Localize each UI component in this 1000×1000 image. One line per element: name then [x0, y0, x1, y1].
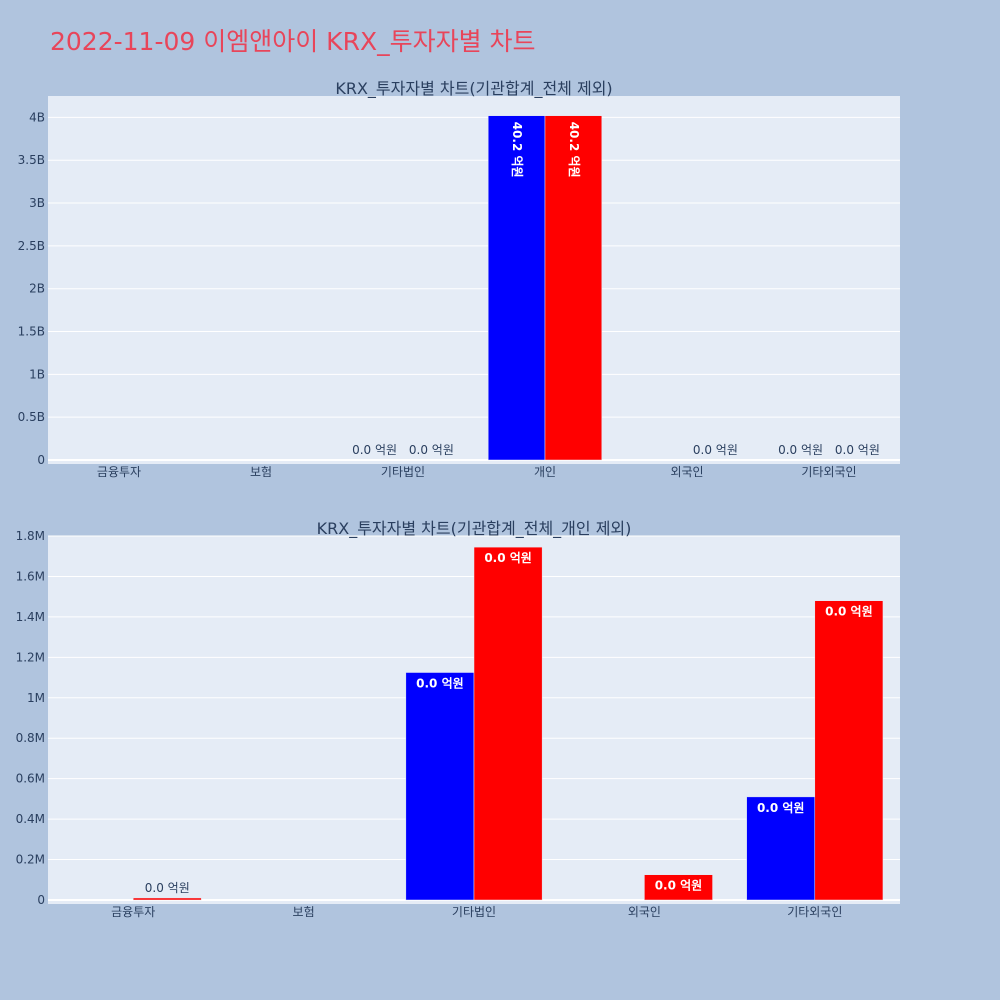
- top-data-label: 0.0 억원: [835, 443, 880, 457]
- top-plot-area: [48, 96, 900, 464]
- bottom-data-label: 0.0 억원: [416, 677, 464, 691]
- top-bar: [544, 115, 603, 461]
- bottom-y-tick-label: 1.4M: [16, 610, 45, 624]
- top-y-tick-label: 1B: [29, 367, 45, 381]
- top-x-tick-label: 개인: [534, 465, 556, 479]
- bottom-y-tick-label: 0.6M: [16, 772, 45, 786]
- bottom-x-tick-label: 금융투자: [111, 905, 155, 919]
- bottom-x-tick-label: 기타법인: [452, 905, 496, 919]
- bottom-data-label: 0.0 억원: [655, 879, 703, 893]
- bottom-data-label: 0.0 억원: [145, 881, 190, 895]
- bottom-x-tick-label: 외국인: [628, 905, 661, 919]
- top-chart-title: KRX_투자자별 차트(기관합계_전체 제외): [335, 79, 612, 99]
- bottom-bar: [405, 672, 475, 901]
- bottom-bar: [746, 796, 816, 901]
- bottom-data-label: 0.0 억원: [484, 551, 532, 565]
- bottom-y-tick-label: 0.8M: [16, 731, 45, 745]
- bottom-y-tick-label: 1.6M: [16, 569, 45, 583]
- bottom-y-tick-label: 0: [37, 893, 45, 907]
- bottom-bar: [644, 874, 713, 901]
- top-data-label: 0.0 억원: [352, 443, 397, 457]
- top-y-tick-label: 3.5B: [18, 153, 45, 167]
- top-y-tick-label: 1.5B: [18, 325, 45, 339]
- top-x-tick-label: 외국인: [670, 465, 703, 479]
- top-data-label: 0.0 억원: [778, 443, 823, 457]
- top-x-tick-label: 보험: [250, 465, 272, 479]
- bottom-y-tick-label: 1.2M: [16, 650, 45, 664]
- top-x-tick-label: 기타법인: [381, 465, 425, 479]
- bottom-y-tick-label: 0.4M: [16, 812, 45, 826]
- bottom-bar: [814, 600, 884, 901]
- bottom-x-tick-label: 보험: [293, 905, 315, 919]
- bottom-chart-title: KRX_투자자별 차트(기관합계_전체_개인 제외): [317, 519, 632, 539]
- page-title: 2022-11-09 이엠앤아이 KRX_투자자별 차트: [50, 27, 536, 56]
- top-data-label: 40.2 억원: [567, 122, 581, 178]
- bottom-y-tick-label: 1.8M: [16, 529, 45, 543]
- top-y-tick-label: 2B: [29, 282, 45, 296]
- top-data-label: 0.0 억원: [693, 443, 738, 457]
- top-y-tick-label: 3B: [29, 196, 45, 210]
- bottom-x-tick-label: 기타외국인: [787, 905, 842, 919]
- bottom-data-label: 0.0 억원: [757, 801, 805, 815]
- bottom-bar: [132, 897, 202, 901]
- top-y-tick-label: 0: [37, 453, 45, 467]
- top-x-tick-label: 기타외국인: [801, 465, 856, 479]
- top-data-label: 0.0 억원: [409, 443, 454, 457]
- top-y-tick-label: 0.5B: [18, 410, 45, 424]
- top-data-label: 40.2 억원: [510, 122, 524, 178]
- bottom-y-tick-label: 1M: [27, 691, 45, 705]
- top-y-tick-label: 2.5B: [18, 239, 45, 253]
- top-y-tick-label: 4B: [29, 110, 45, 124]
- bottom-data-label: 0.0 억원: [825, 605, 873, 619]
- top-x-tick-label: 금융투자: [97, 465, 141, 479]
- bottom-bar: [473, 546, 543, 901]
- bottom-y-tick-label: 0.2M: [16, 853, 45, 867]
- top-bar: [487, 115, 546, 461]
